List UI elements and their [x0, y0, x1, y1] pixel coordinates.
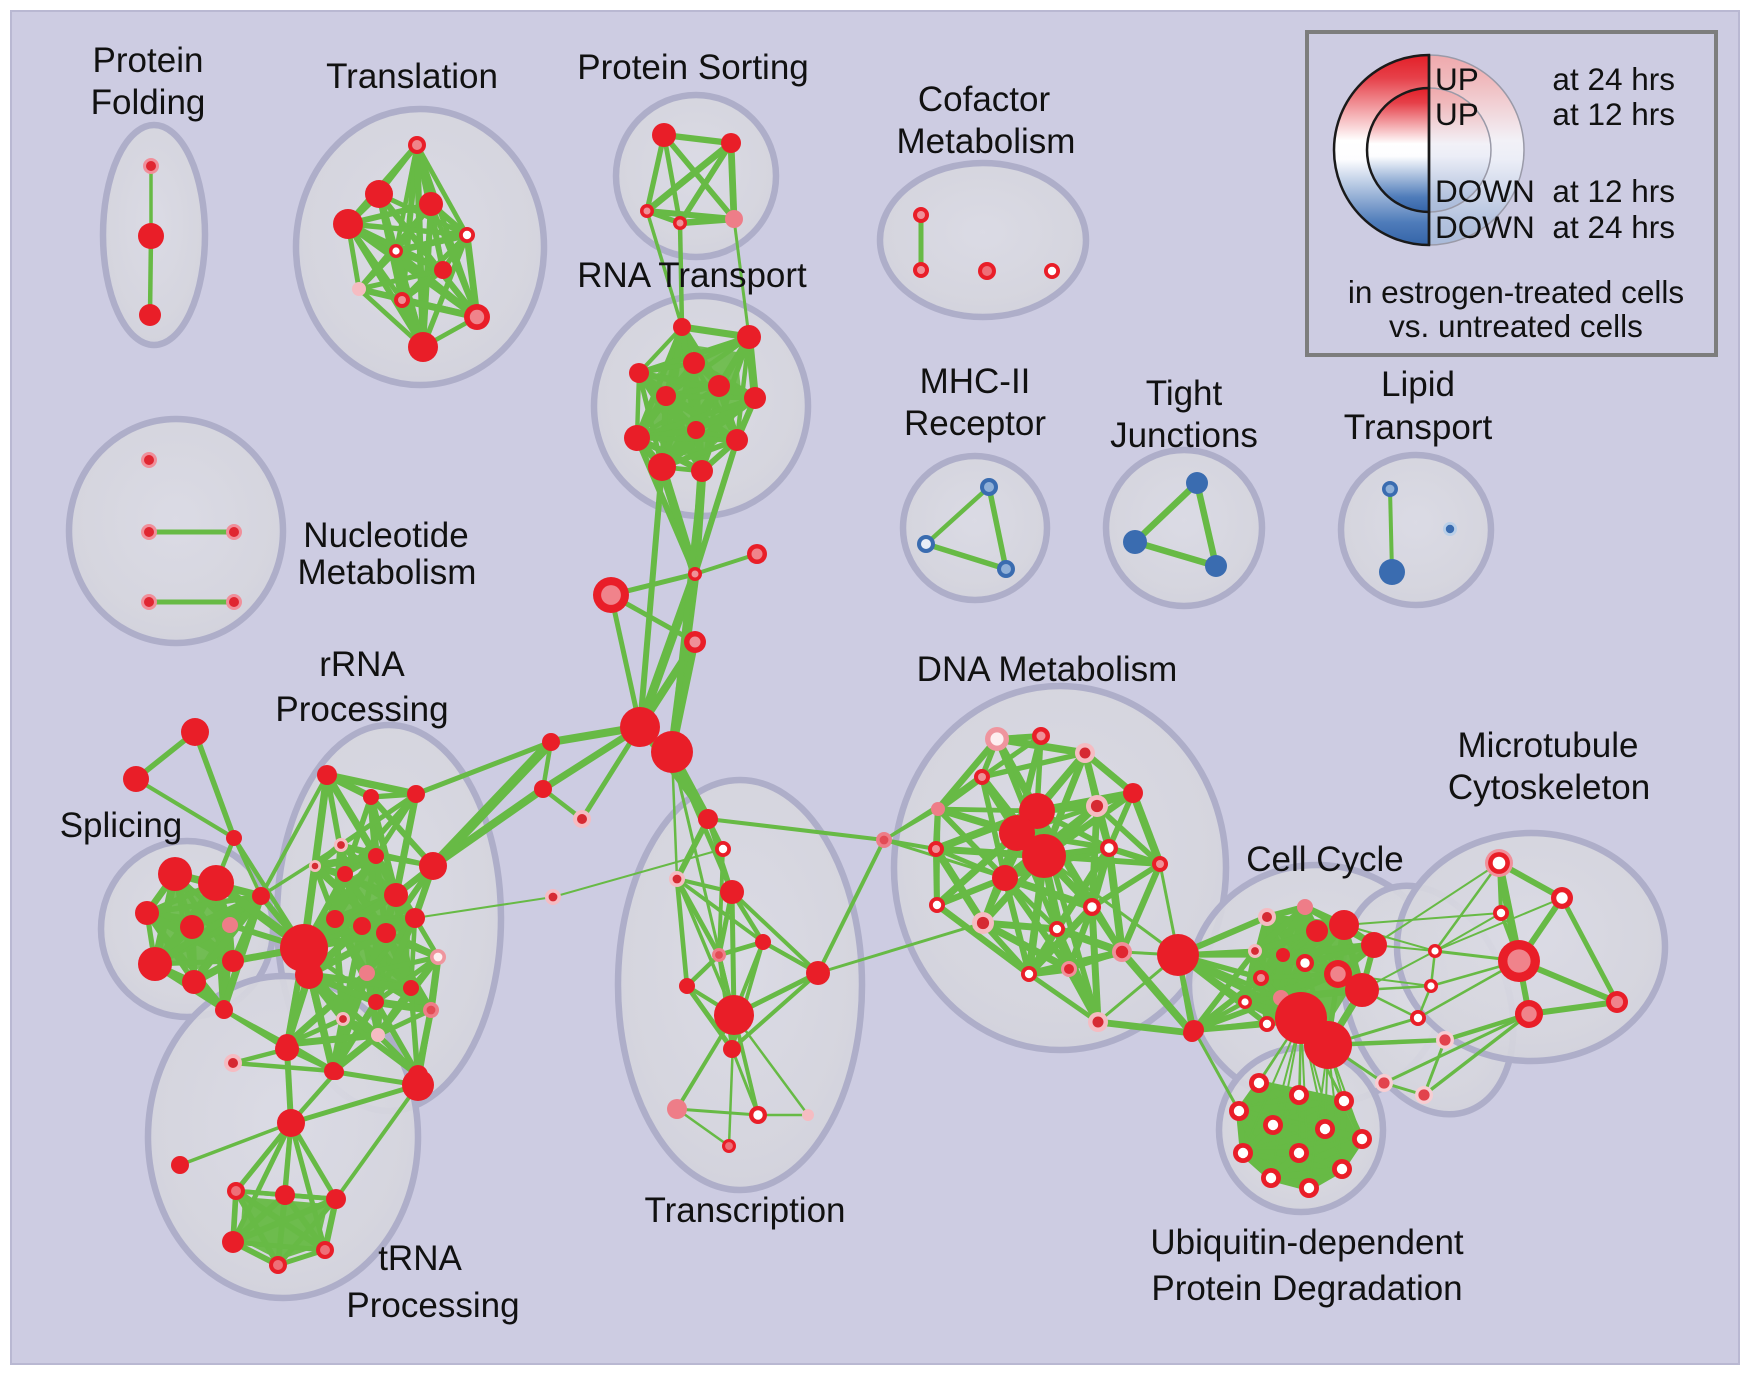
svg-text:UP: UP: [1435, 61, 1479, 97]
svg-text:Receptor: Receptor: [904, 404, 1046, 443]
svg-text:at 24 hrs: at 24 hrs: [1552, 61, 1675, 97]
svg-text:rRNA: rRNA: [319, 645, 405, 684]
svg-text:Splicing: Splicing: [60, 806, 183, 845]
svg-text:Processing: Processing: [275, 690, 448, 729]
svg-text:UP: UP: [1435, 96, 1479, 132]
svg-text:Protein: Protein: [93, 41, 204, 80]
svg-text:Transport: Transport: [1344, 408, 1493, 447]
svg-text:MHC-II: MHC-II: [920, 362, 1031, 401]
svg-text:tRNA: tRNA: [378, 1239, 462, 1278]
svg-text:Cell Cycle: Cell Cycle: [1246, 840, 1404, 879]
svg-text:Tight: Tight: [1146, 374, 1223, 413]
svg-text:Microtubule: Microtubule: [1458, 726, 1639, 765]
svg-text:DOWN: DOWN: [1435, 173, 1535, 209]
svg-text:at 24 hrs: at 24 hrs: [1552, 209, 1675, 245]
svg-text:Translation: Translation: [326, 57, 498, 96]
svg-text:Cytoskeleton: Cytoskeleton: [1448, 768, 1650, 807]
svg-text:Folding: Folding: [91, 83, 206, 122]
svg-text:Junctions: Junctions: [1110, 416, 1258, 455]
svg-text:at 12 hrs: at 12 hrs: [1552, 173, 1675, 209]
svg-text:in estrogen-treated cells: in estrogen-treated cells: [1348, 274, 1684, 310]
svg-text:Metabolism: Metabolism: [897, 122, 1076, 161]
svg-text:Cofactor: Cofactor: [918, 80, 1051, 119]
svg-text:DNA Metabolism: DNA Metabolism: [917, 650, 1178, 689]
svg-text:DOWN: DOWN: [1435, 209, 1535, 245]
svg-text:RNA Transport: RNA Transport: [577, 256, 807, 295]
svg-text:Protein Degradation: Protein Degradation: [1151, 1269, 1462, 1308]
svg-text:Lipid: Lipid: [1381, 365, 1455, 404]
svg-text:Ubiquitin-dependent: Ubiquitin-dependent: [1150, 1223, 1464, 1262]
svg-text:Nucleotide: Nucleotide: [303, 516, 468, 555]
svg-text:Protein Sorting: Protein Sorting: [577, 48, 809, 87]
svg-text:Processing: Processing: [346, 1286, 519, 1325]
svg-text:Metabolism: Metabolism: [298, 553, 477, 592]
svg-text:at 12 hrs: at 12 hrs: [1552, 96, 1675, 132]
svg-text:Transcription: Transcription: [645, 1191, 846, 1230]
svg-text:vs. untreated cells: vs. untreated cells: [1389, 308, 1643, 344]
